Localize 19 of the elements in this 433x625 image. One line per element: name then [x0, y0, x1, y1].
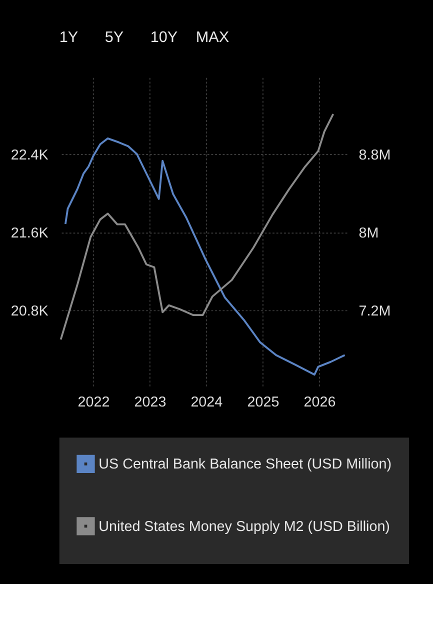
legend-label: United States Money Supply M2 (USD Billion) — [98, 519, 390, 536]
y-tick-label: 21.6K — [10, 225, 49, 242]
line-series — [60, 113, 334, 340]
legend-label: US Central Bank Balance Sheet (USD Million) — [98, 456, 392, 473]
text: 10Y — [150, 28, 178, 46]
x-tick-label: 2025 — [247, 394, 280, 410]
y-tick-label: 20.8K — [10, 303, 49, 320]
y2-tick-label: 8.8M — [358, 147, 391, 164]
line-series — [64, 137, 346, 376]
text: MAX — [196, 28, 230, 46]
x-tick-label: 2022 — [78, 394, 110, 410]
x-tick-label: 2024 — [190, 394, 223, 410]
text: 5Y — [104, 28, 124, 46]
y2-tick-label: 7.2M — [358, 303, 391, 320]
text: 1Y — [59, 28, 78, 46]
x-tick-label: 2026 — [304, 394, 336, 410]
x-tick-label: 2023 — [134, 394, 166, 410]
y-tick-label: 22.4K — [10, 147, 49, 164]
y2-tick-label: 8M — [358, 225, 379, 242]
